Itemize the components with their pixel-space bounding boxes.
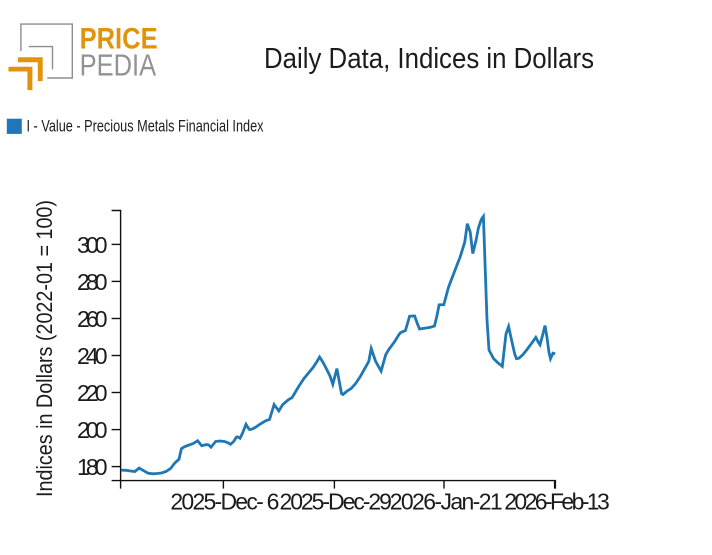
svg-text:I - Value - Precious Metals Fi: I - Value - Precious Metals Financial In… [27,116,264,135]
svg-text:240: 240 [77,343,108,369]
svg-text:PEDIA: PEDIA [80,48,157,83]
svg-text:180: 180 [77,454,108,480]
svg-text:PRICE: PRICE [80,22,158,55]
svg-text:220: 220 [77,380,108,406]
svg-text:Daily Data, Indices in Dollars: Daily Data, Indices in Dollars [264,43,594,75]
svg-text:200: 200 [77,417,108,443]
svg-text:2026-Feb-13: 2026-Feb-13 [504,488,610,514]
svg-text:300: 300 [77,232,108,258]
svg-text:280: 280 [77,269,108,295]
svg-text:2025-Dec- 6: 2025-Dec- 6 [170,488,279,514]
svg-text:Indices in Dollars (2022-01 =: Indices in Dollars (2022-01 = 100) [32,200,57,497]
svg-text:260: 260 [77,306,108,332]
svg-text:2026-Jan-21: 2026-Jan-21 [390,488,503,514]
svg-text:2025-Dec-29: 2025-Dec-29 [279,488,392,514]
